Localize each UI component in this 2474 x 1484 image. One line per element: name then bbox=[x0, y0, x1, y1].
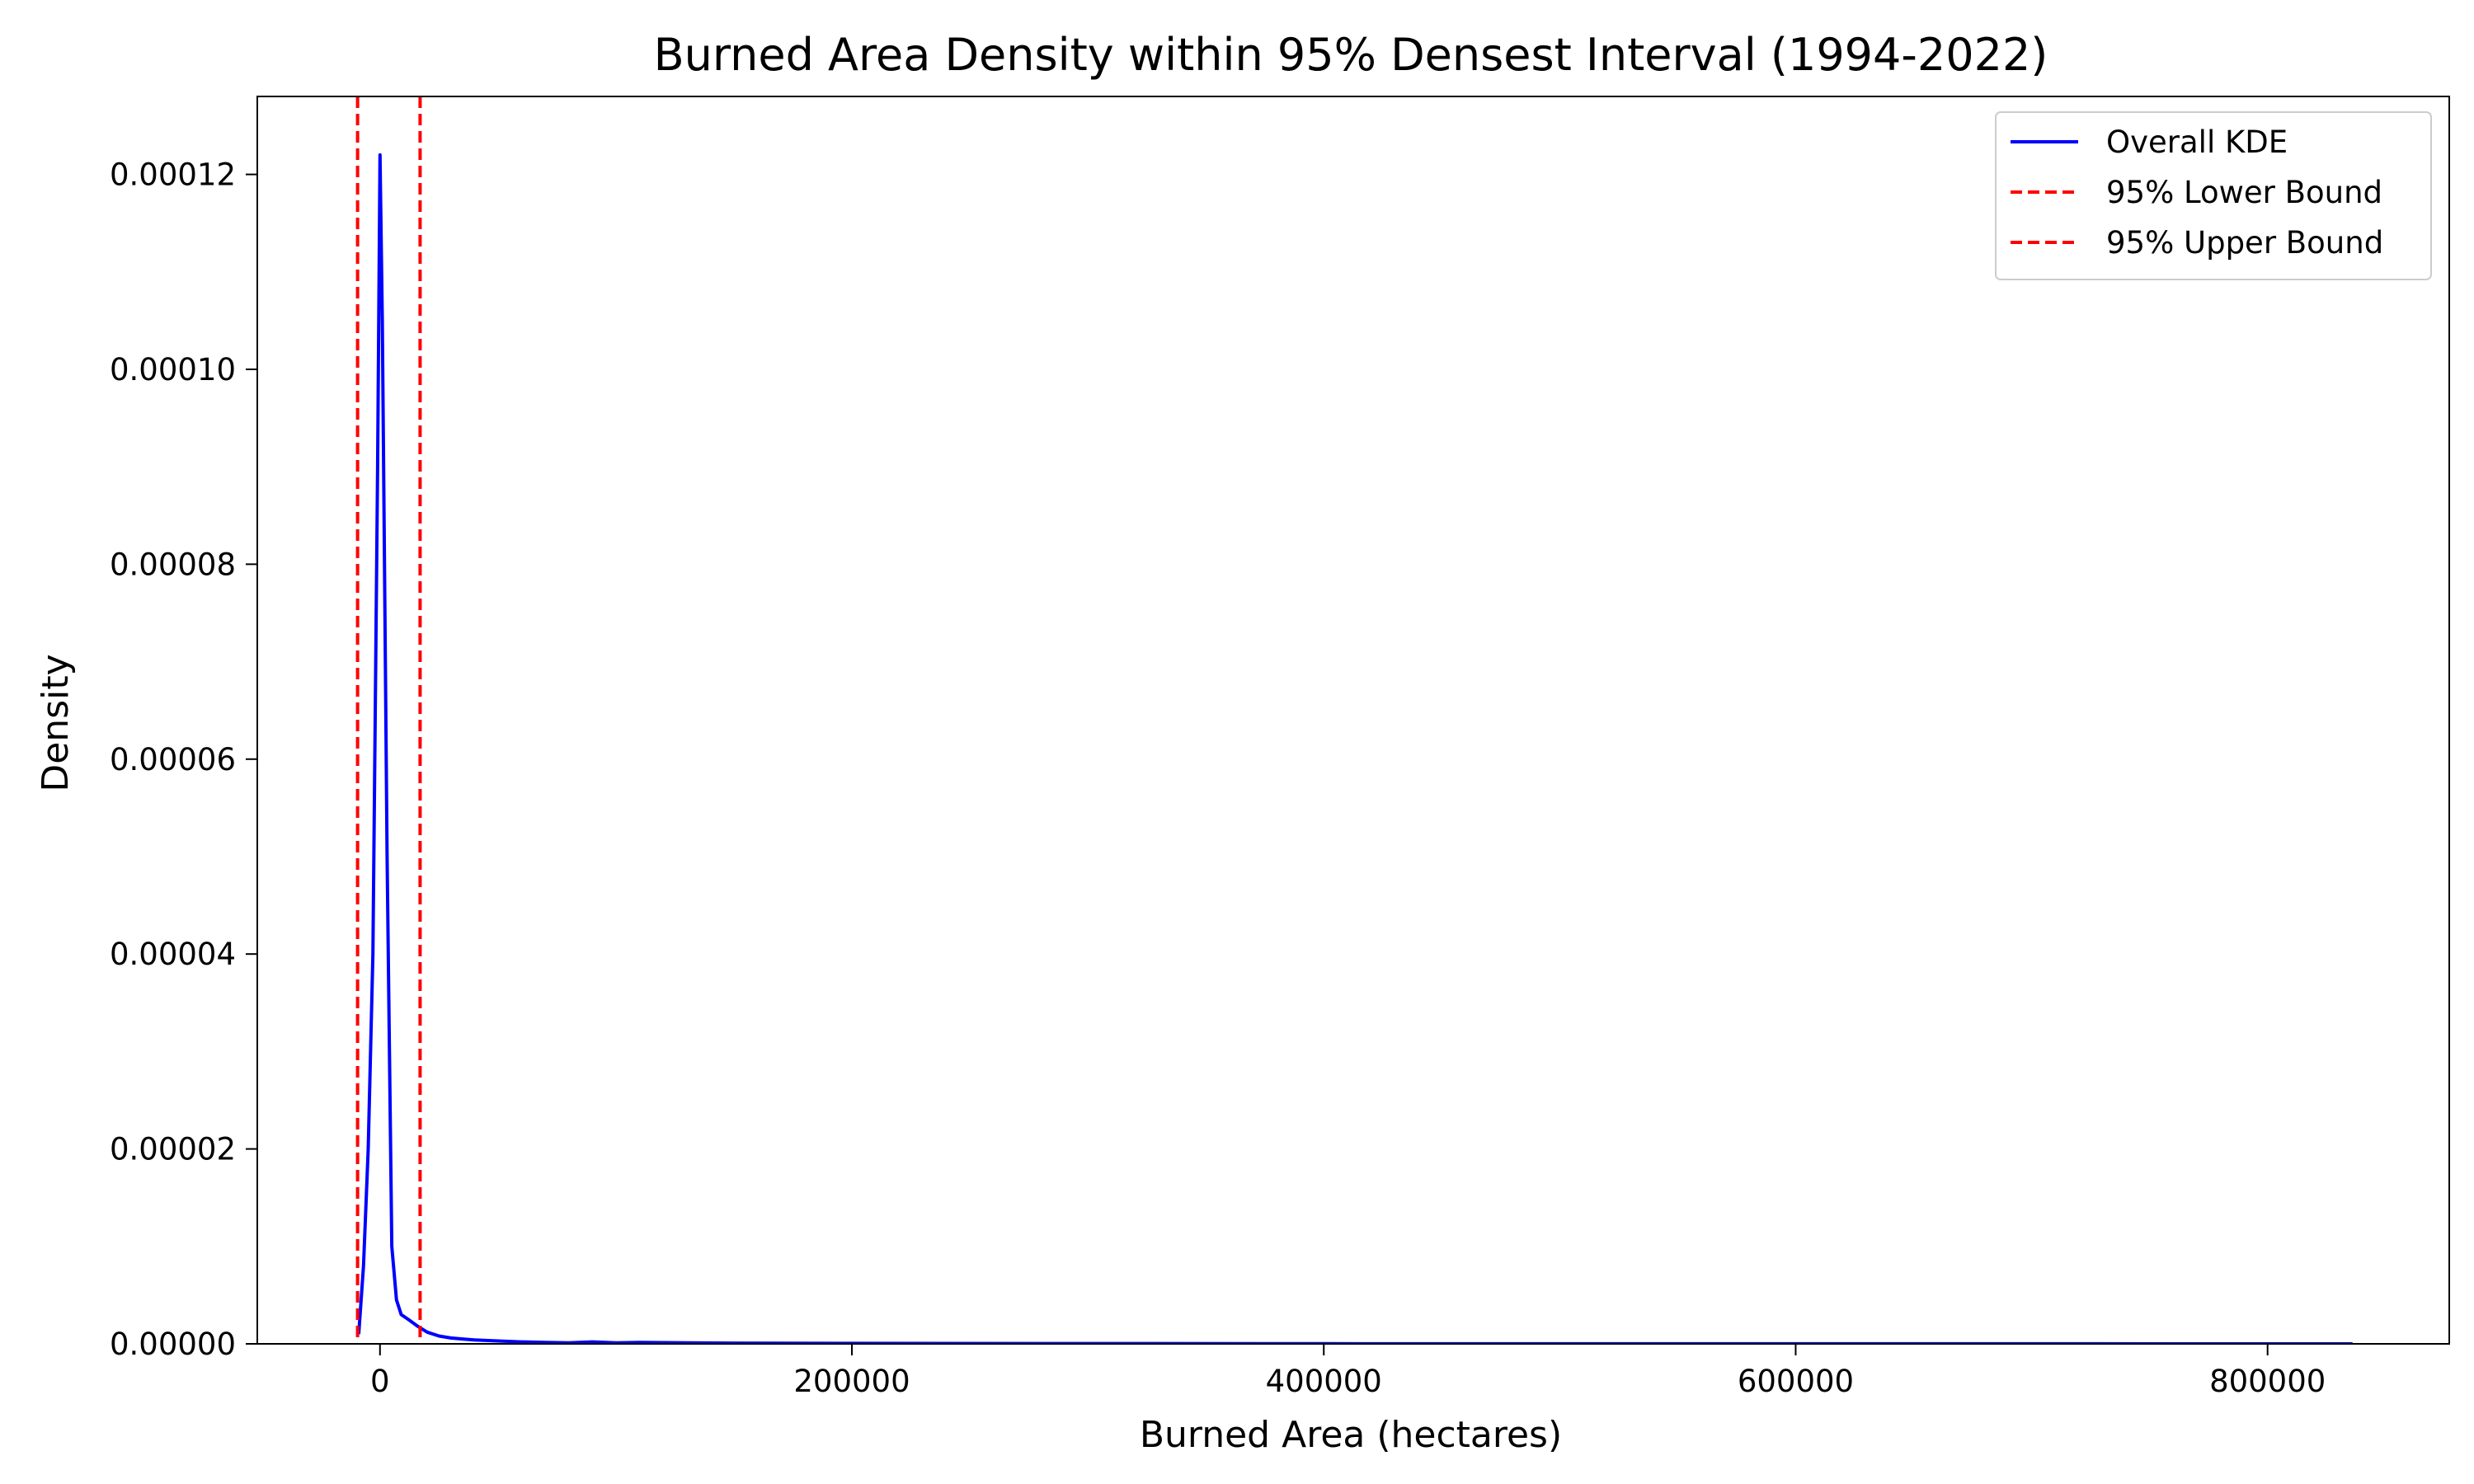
axes-frame bbox=[256, 96, 2450, 1345]
legend-entry: 95% Lower Bound bbox=[2011, 175, 2382, 210]
y-tick-label: 0.00008 bbox=[110, 547, 236, 582]
y-tick-label: 0.00010 bbox=[110, 352, 236, 387]
chart-title: Burned Area Density within 95% Densest I… bbox=[654, 29, 2048, 81]
y-tick-label: 0.00000 bbox=[110, 1327, 236, 1362]
vline-layer bbox=[355, 96, 422, 1344]
y-tick-label: 0.00002 bbox=[110, 1132, 236, 1167]
legend-label: Overall KDE bbox=[2106, 124, 2288, 160]
y-axis-ticks: 0.00000 0.00002 0.00004 0.00006 0.00008 0.000… bbox=[110, 157, 257, 1362]
kde-line bbox=[357, 153, 2353, 1344]
plot-area bbox=[256, 96, 2450, 1345]
x-tick-label: 600000 bbox=[1738, 1364, 1854, 1399]
x-tick-label: 200000 bbox=[793, 1364, 910, 1399]
x-axis-ticks: 0 200000 400000 600000 800000 bbox=[370, 1344, 2326, 1399]
legend: Overall KDE 95% Lower Bound 95% Upper Boun… bbox=[1995, 111, 2432, 280]
y-tick-label: 0.00004 bbox=[110, 937, 236, 972]
x-tick-label: 800000 bbox=[2209, 1364, 2326, 1399]
legend-entry: Overall KDE bbox=[2011, 124, 2288, 160]
legend-label: 95% Lower Bound bbox=[2106, 175, 2382, 210]
y-tick-label: 0.00006 bbox=[110, 742, 236, 777]
x-tick-label: 0 bbox=[370, 1364, 390, 1399]
x-tick-label: 400000 bbox=[1266, 1364, 1382, 1399]
legend-box bbox=[1995, 111, 2432, 280]
x-axis-label: Burned Area (hectares) bbox=[1140, 1414, 1562, 1456]
legend-entry: 95% Upper Bound bbox=[2011, 225, 2383, 261]
y-axis-label: Density bbox=[35, 654, 77, 791]
legend-label: 95% Upper Bound bbox=[2106, 225, 2383, 261]
y-tick-label: 0.00012 bbox=[110, 157, 236, 193]
series-layer bbox=[357, 153, 2353, 1344]
